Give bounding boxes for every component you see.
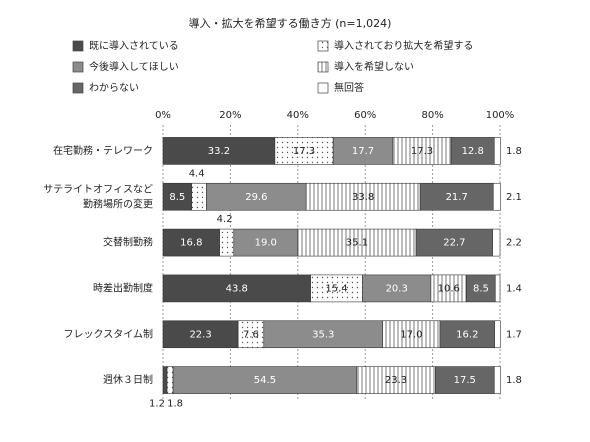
bar-segment	[297, 228, 417, 257]
category-label: フレックスタイム制	[64, 327, 154, 340]
value-label: 17.0	[400, 329, 422, 340]
bar-segment	[439, 320, 495, 349]
bar-segment	[493, 137, 501, 165]
value-label: 2.1	[506, 192, 522, 203]
value-label: 21.7	[446, 192, 468, 203]
value-label: 54.5	[254, 375, 276, 386]
value-label: 22.7	[443, 238, 465, 249]
bar-segment	[191, 182, 207, 211]
x-tick-label: 60%	[354, 110, 376, 121]
bar-segment	[206, 182, 307, 211]
value-label: 23.3	[385, 375, 407, 386]
x-tick-label: 40%	[287, 110, 309, 121]
value-label: 15.4	[325, 283, 347, 294]
value-label: 12.8	[462, 146, 484, 157]
value-label: 16.8	[180, 238, 202, 249]
value-label: 35.3	[312, 329, 334, 340]
bar-segment	[494, 320, 501, 349]
value-label: 2.2	[506, 238, 522, 249]
bar-segment	[434, 366, 495, 394]
value-label: 1.7	[506, 329, 522, 340]
x-tick-label: 0%	[155, 110, 171, 121]
value-label: 22.3	[189, 329, 211, 340]
value-label: 16.2	[456, 329, 478, 340]
bar-segment	[450, 137, 495, 165]
bar-segment	[430, 274, 467, 303]
legend-swatch	[72, 82, 84, 94]
value-label: 17.3	[411, 146, 433, 157]
value-label: 8.5	[169, 192, 185, 203]
value-label: 8.5	[473, 283, 489, 294]
bar-segment	[162, 137, 276, 165]
legend-swatch	[72, 61, 84, 73]
bar-segment	[263, 320, 384, 349]
x-tick-label: 80%	[421, 110, 443, 121]
value-label: 1.4	[506, 283, 522, 294]
value-label: 1.8	[167, 399, 183, 410]
bar-segment	[415, 228, 493, 257]
legend-label: 既に導入されている	[89, 39, 179, 52]
category-label: 時差出勤制度	[93, 281, 153, 294]
x-tick-label: 20%	[219, 110, 241, 121]
legend-swatch	[317, 61, 329, 73]
legend-swatch	[72, 40, 84, 52]
value-label: 20.3	[386, 283, 408, 294]
value-label: 35.1	[346, 238, 368, 249]
category-label: 週休３日制	[103, 373, 153, 386]
bar-segment	[166, 366, 174, 394]
category-label: 在宅勤務・テレワーク	[53, 144, 153, 157]
bar-segment	[466, 274, 496, 303]
legend-swatch	[317, 82, 329, 94]
value-label: 29.6	[245, 192, 267, 203]
value-label: 17.5	[454, 375, 476, 386]
bar-segment	[162, 366, 168, 394]
bar-segment	[494, 274, 501, 303]
bar-segment	[219, 228, 235, 257]
value-label: 17.3	[293, 146, 315, 157]
value-label: 17.7	[352, 146, 374, 157]
legend-label: 無回答	[334, 81, 364, 94]
bar-segment	[233, 228, 299, 257]
value-label: 1.8	[506, 375, 522, 386]
value-label: 10.6	[438, 283, 460, 294]
bar-segment	[492, 228, 501, 257]
bar-segment	[392, 137, 452, 165]
value-label: 1.2	[149, 399, 165, 410]
bar-segment	[162, 228, 220, 257]
category-label: サテライトオフィスなど勤務場所の変更	[43, 183, 153, 210]
value-label: 4.2	[217, 214, 233, 225]
category-label: 交替制勤務	[103, 236, 153, 249]
value-label: 33.2	[208, 146, 230, 157]
legend-label: 導入を希望しない	[334, 60, 414, 73]
bar-segment	[492, 182, 501, 211]
value-label: 1.8	[506, 146, 522, 157]
x-tick-label: 100%	[486, 110, 515, 121]
legend-label: わからない	[89, 82, 139, 94]
bar-segment	[172, 366, 358, 394]
legend-label: 導入されており拡大を希望する	[334, 39, 473, 52]
chart-title: 導入・拡大を希望する働き方 (n=1,024)	[189, 16, 392, 30]
value-label: 4.4	[189, 168, 205, 179]
legend-label: 今後導入してほしい	[89, 60, 179, 73]
bar-segment	[419, 182, 494, 211]
legend-swatch	[317, 40, 329, 52]
bar-segment	[162, 274, 311, 303]
bar-segment	[162, 182, 192, 211]
bar-segment	[493, 366, 501, 394]
value-label: 7.6	[243, 329, 259, 340]
value-label: 19.0	[255, 238, 277, 249]
value-label: 33.8	[352, 192, 374, 203]
bar-segment	[305, 182, 421, 211]
value-label: 43.8	[226, 283, 248, 294]
